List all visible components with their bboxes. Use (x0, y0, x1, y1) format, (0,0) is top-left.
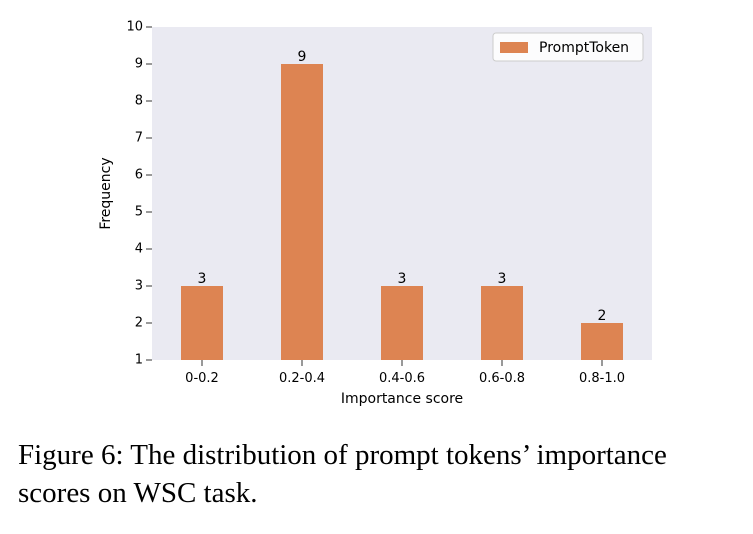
legend-swatch (500, 42, 528, 53)
y-tick-label: 5 (135, 205, 143, 220)
x-tick-label: 0.2-0.4 (279, 371, 325, 386)
bar-value-label: 3 (398, 271, 407, 287)
bar-value-label: 3 (198, 271, 207, 287)
legend-box (492, 32, 644, 62)
x-tick-label: 0.6-0.8 (479, 371, 525, 386)
y-tick-label: 8 (135, 94, 143, 109)
bar-series (181, 64, 623, 360)
y-tick-label: 10 (126, 20, 143, 35)
x-axis-label: Importance score (341, 391, 463, 407)
bar (481, 286, 523, 360)
bar-value-label: 2 (598, 308, 607, 324)
y-tick-label: 1 (135, 353, 143, 368)
y-axis: 1 2 3 4 5 6 7 8 9 10 (126, 20, 152, 368)
bar (281, 64, 323, 360)
bar (181, 286, 223, 360)
y-tick-label: 3 (135, 279, 143, 294)
y-tick-label: 9 (135, 57, 143, 72)
data-labels: 3 9 3 3 2 (198, 49, 607, 324)
x-tick-label: 0-0.2 (185, 371, 219, 386)
y-axis-label: Frequency (98, 157, 114, 229)
legend-label: PromptToken (539, 40, 629, 56)
bar-value-label: 3 (498, 271, 507, 287)
x-axis: 0-0.2 0.2-0.4 0.4-0.6 0.6-0.8 0.8-1.0 (185, 360, 625, 386)
y-tick-label: 7 (135, 131, 143, 146)
bar-value-label: 9 (298, 49, 307, 65)
x-tick-label: 0.8-1.0 (579, 371, 625, 386)
x-tick-label: 0.4-0.6 (379, 371, 425, 386)
bar (581, 323, 623, 360)
bar-chart: 1 2 3 4 5 6 7 8 9 10 0-0.2 0.2-0.4 0.4-0.6 0.6-0.8 0.… (98, 20, 652, 407)
y-tick-label: 4 (135, 242, 143, 257)
bar (381, 286, 423, 360)
y-tick-label: 6 (135, 168, 143, 183)
y-tick-label: 2 (135, 316, 143, 331)
legend: PromptToken (492, 32, 644, 62)
figure-caption: Figure 6: The distribution of prompt tok… (18, 439, 667, 509)
